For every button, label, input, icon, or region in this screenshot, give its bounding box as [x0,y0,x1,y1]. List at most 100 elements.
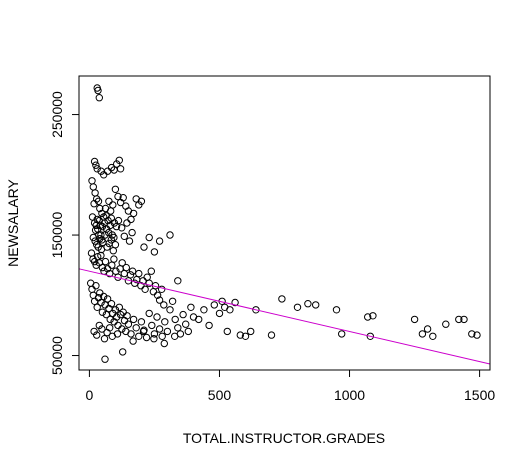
data-point [103,243,111,251]
data-point [97,251,105,260]
data-point [278,295,286,303]
data-point [93,215,101,224]
data-point [171,332,179,340]
data-point [127,330,135,338]
data-point [145,233,153,242]
data-point [423,325,432,333]
data-point [93,165,101,173]
data-point [100,292,108,301]
data-point [101,257,110,266]
data-point [128,228,136,237]
data-point [90,157,99,166]
data-point [223,327,232,336]
data-point [93,303,101,311]
data-point [179,310,187,319]
data-point [92,161,100,169]
data-point [338,330,346,338]
data-point [111,306,120,314]
y-axis: 50000 150000 250000 [49,91,80,375]
data-point [98,263,107,272]
data-point [410,315,419,324]
data-point [107,214,116,222]
data-point [98,209,106,218]
x-axis: 0 500 1000 1500 [86,369,495,403]
data-point [369,312,377,320]
data-point [150,335,158,343]
data-point [128,267,137,275]
data-point [132,324,140,332]
data-point [126,271,135,279]
data-point [137,282,145,290]
data-point [122,263,131,272]
data-point [96,221,105,230]
data-point [125,237,134,245]
data-point [115,156,124,165]
data-point [116,165,125,173]
data-point [127,215,135,224]
data-point [137,318,146,326]
data-point [140,243,148,251]
data-point [123,219,131,227]
data-point [103,265,112,273]
data-point [92,282,100,290]
data-point [93,331,101,339]
data-point [119,194,127,202]
data-point [174,324,182,332]
data-point [110,255,118,263]
data-point [110,233,118,242]
plot-area [78,75,491,371]
data-point [182,320,190,328]
data-point [161,318,169,326]
data-point [142,333,151,342]
x-tick-label: 0 [86,387,94,403]
x-tick-label: 1500 [464,387,495,403]
data-point [123,312,131,320]
y-axis-title: NEWSALARY [5,179,21,267]
data-point [129,315,138,324]
data-point [139,327,148,336]
data-point [460,315,468,324]
y-tick-label: 50000 [49,336,65,375]
data-point [150,330,159,338]
data-point [418,330,427,338]
data-point [113,160,121,168]
data-point [129,209,138,218]
data-point [96,204,104,213]
data-point [111,241,120,249]
data-point [124,320,133,328]
data-point [304,300,312,308]
data-point [98,236,106,244]
data-point [90,200,98,208]
data-point [364,313,372,321]
data-point [455,315,463,324]
data-point [118,325,126,333]
data-point [252,306,260,314]
x-tick-label: 500 [208,387,232,403]
x-tick-label: 1000 [334,387,365,403]
data-point [468,330,476,338]
data-point [473,331,481,339]
data-point [118,224,126,232]
data-point [90,327,98,336]
y-tick-label: 250000 [49,91,65,138]
data-point [429,332,437,340]
data-point [115,303,124,311]
data-point [107,236,116,244]
data-point [94,86,102,95]
data-point [107,163,116,172]
data-point [119,348,127,356]
data-point [98,308,107,316]
x-axis-title: TOTAL.INSTRUCTOR.GRADES [183,430,385,446]
data-point [150,248,159,256]
data-point [114,192,122,201]
data-point [153,291,162,299]
data-point [135,332,143,340]
data-point [195,315,203,324]
data-point [113,313,121,321]
data-point [241,332,250,340]
data-point [366,332,374,340]
data-point [105,228,113,237]
data-point [293,303,302,311]
data-point [109,201,117,209]
